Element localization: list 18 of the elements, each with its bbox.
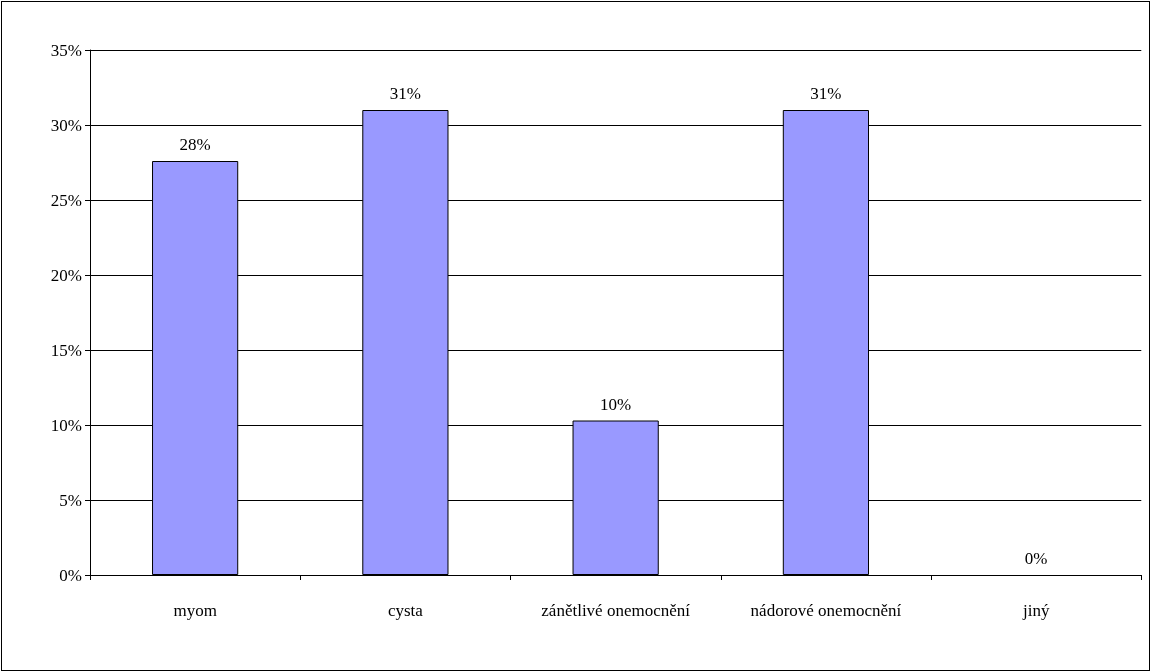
data-label: 31% <box>810 84 842 103</box>
y-tick-label: 10% <box>50 415 82 435</box>
y-tick-label: 5% <box>59 490 82 510</box>
y-tick-label: 15% <box>50 340 82 360</box>
x-tick-label: zánětlivé onemocnění <box>541 600 691 620</box>
x-tick-label: myom <box>173 600 217 620</box>
data-label: 0% <box>1024 549 1048 568</box>
data-label: 28% <box>179 135 211 154</box>
x-tick-label: jiný <box>1021 600 1050 620</box>
x-tick-label: cysta <box>387 600 424 620</box>
data-label: 10% <box>600 394 632 414</box>
y-tick-label: 30% <box>50 115 82 135</box>
x-tick-label: nádorové onemocnění <box>750 600 902 620</box>
y-tick-label: 0% <box>59 565 82 585</box>
y-tick-label: 20% <box>50 265 82 285</box>
data-label: 31% <box>389 84 421 103</box>
y-tick-label: 25% <box>50 190 82 210</box>
y-tick-label: 35% <box>50 40 82 60</box>
